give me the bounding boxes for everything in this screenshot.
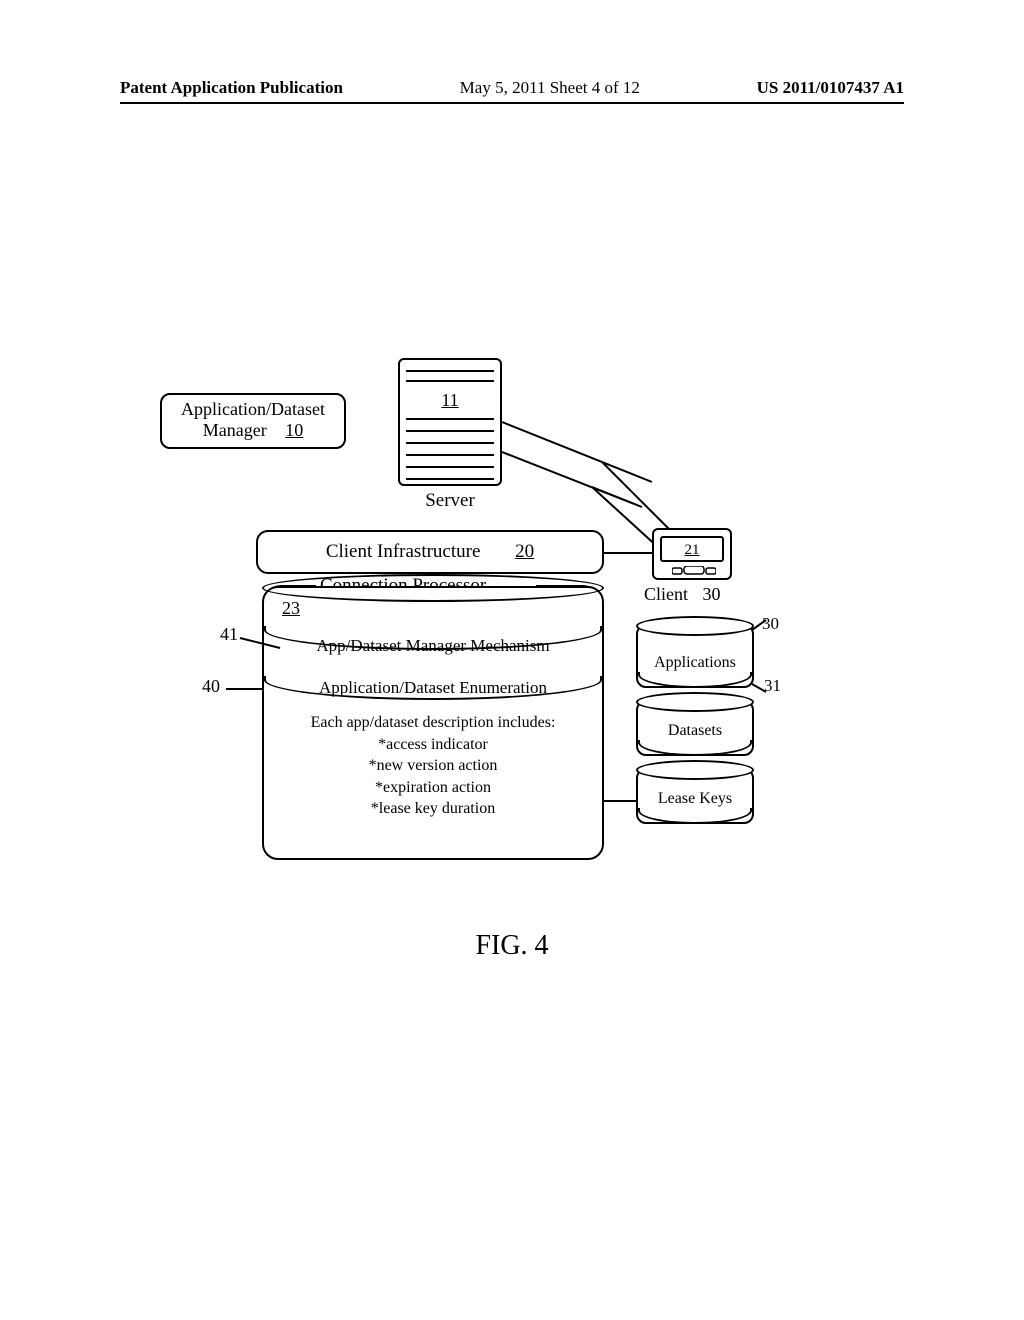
applications-cylinder: Applications	[636, 624, 754, 688]
bigcyl-ref: 23	[282, 598, 300, 619]
server-label: Server	[398, 490, 502, 512]
figure-label: FIG. 4	[0, 930, 1024, 962]
mech-label: App/Dataset Manager Mechanism	[280, 636, 586, 656]
enum-label: Application/Dataset Enumeration	[280, 678, 586, 698]
ci-to-client-line	[604, 552, 652, 554]
client-infrastructure-box: Client Infrastructure 20	[256, 530, 604, 574]
ptr-40-line	[226, 688, 264, 690]
adm-line1: Application/Dataset	[162, 399, 344, 420]
ref-30: 30	[762, 614, 779, 634]
desc-b2: *expiration action	[280, 777, 586, 799]
apps-label: Applications	[638, 654, 752, 672]
desc-b0: *access indicator	[280, 734, 586, 756]
server-ref: 11	[400, 390, 500, 411]
desc-b3: *lease key duration	[280, 798, 586, 820]
adm-ref: 10	[285, 420, 303, 440]
ref-40: 40	[202, 676, 220, 697]
client-label: Client	[644, 584, 688, 604]
client-ref2: 30	[703, 584, 721, 604]
adm-line2-row: Manager 10	[162, 420, 344, 441]
desc-intro: Each app/dataset description includes:	[280, 712, 586, 734]
adm-line2: Manager	[203, 420, 267, 440]
desc-block: Each app/dataset description includes: *…	[280, 712, 586, 820]
datasets-label: Datasets	[638, 722, 752, 740]
client-monitor: 21	[652, 528, 732, 580]
server-box: 11	[398, 358, 502, 486]
desc-b1: *new version action	[280, 755, 586, 777]
app-dataset-manager-box: Application/Dataset Manager 10	[160, 393, 346, 449]
leasekeys-cylinder: Lease Keys	[636, 768, 754, 824]
client-ref: 21	[660, 536, 724, 562]
ci-ref: 20	[515, 541, 534, 562]
ci-label: Client Infrastructure	[326, 541, 481, 562]
ptr-41-line	[240, 632, 290, 652]
leasekeys-label: Lease Keys	[638, 790, 752, 808]
cyl-to-stack-line	[604, 800, 636, 802]
figure-diagram: Application/Dataset Manager 10 11 Server	[0, 0, 1024, 1320]
ref-31: 31	[764, 676, 781, 696]
page: Patent Application Publication May 5, 20…	[0, 0, 1024, 1320]
ref-41: 41	[220, 624, 238, 645]
keyboard-icon	[672, 566, 716, 576]
datasets-cylinder: Datasets	[636, 700, 754, 756]
client-label-row: Client 30	[644, 584, 721, 605]
